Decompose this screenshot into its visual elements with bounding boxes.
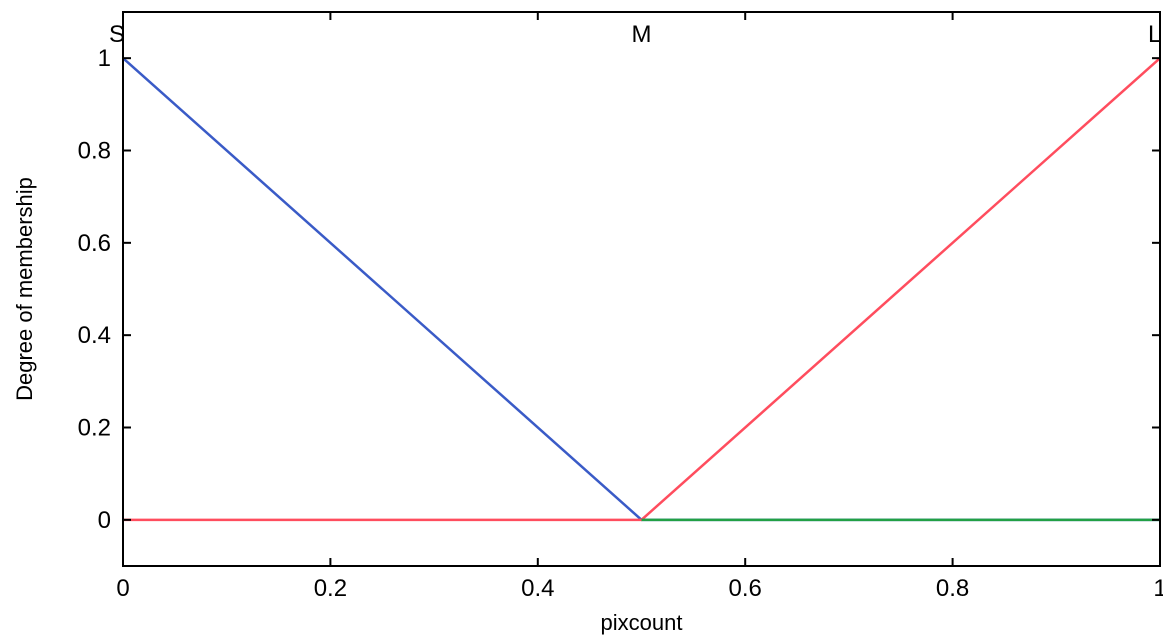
y-axis-label: Degree of membership	[12, 177, 37, 401]
y-tick-label: 0.8	[78, 138, 111, 165]
x-axis-label: pixcount	[601, 610, 683, 635]
x-tick-label: 1	[1153, 575, 1163, 602]
x-tick-label: 0	[116, 575, 129, 602]
y-tick-label: 0.6	[78, 230, 111, 257]
y-tick-label: 0.4	[78, 322, 111, 349]
series-layer	[122, 57, 1161, 522]
y-tick-label: 1	[98, 45, 111, 72]
x-tick-label: 0.6	[729, 575, 762, 602]
y-tick-label: 0	[98, 507, 111, 534]
ticks-layer: 0 0.2 0.4 0.6 0.8 1 0 0.2 0.4 0.6 0.8 1	[78, 12, 1163, 602]
mf-label-s: S	[109, 21, 125, 48]
mf-label-m: M	[632, 21, 652, 48]
y-tick-label: 0.2	[78, 415, 111, 442]
mf-label-l: L	[1148, 21, 1161, 48]
x-tick-label: 0.8	[936, 575, 969, 602]
x-tick-label: 0.2	[314, 575, 347, 602]
series-line-m	[123, 57, 1161, 522]
series-line-s	[122, 57, 1160, 522]
plot-frame	[122, 11, 1161, 567]
x-tick-label: 0.4	[521, 575, 554, 602]
